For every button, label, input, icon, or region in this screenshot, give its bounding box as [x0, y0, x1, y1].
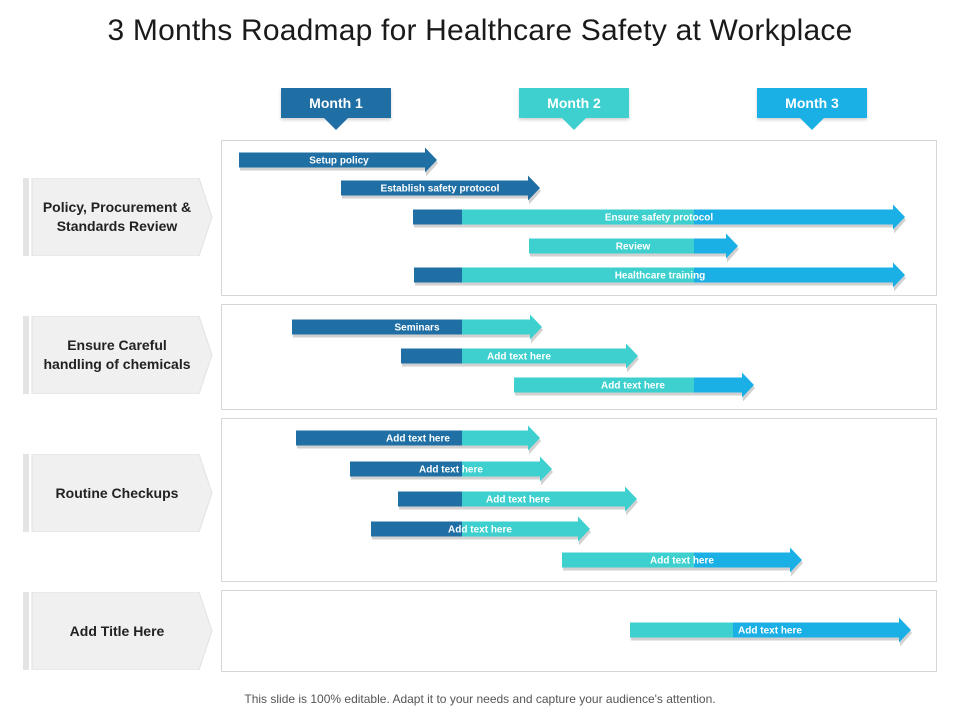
arrow-segment [562, 552, 694, 568]
task-label: Setup policy [309, 156, 369, 167]
chevron-label-shape [23, 454, 213, 532]
arrow-segment [514, 377, 694, 393]
month-1-header: Month 1 [281, 88, 391, 130]
arrow-segment [371, 521, 462, 537]
arrow-segment [462, 314, 542, 340]
task-arrow-1-2: Establish safety protocol [341, 175, 541, 205]
task-arrow-1-5: Healthcare training [414, 262, 906, 292]
arrow-segment [462, 209, 694, 225]
arrow-segment [462, 456, 552, 482]
task-arrow-3-1: Add text here [296, 425, 541, 455]
arrow-segment [462, 343, 638, 369]
task-label: Add text here [487, 352, 551, 363]
task-label: Add text here [448, 525, 512, 536]
month-3-header: Month 3 [757, 88, 867, 130]
task-label: Seminars [394, 323, 439, 334]
chevron-label-shape [23, 178, 213, 256]
task-label: Add text here [486, 495, 550, 506]
arrow-segment [413, 209, 462, 225]
task-label: Review [616, 242, 651, 253]
task-arrow-1-1: Setup policy [239, 147, 438, 177]
task-label: Add text here [738, 626, 802, 637]
section-label-3: Routine Checkups [23, 454, 213, 532]
section-label-text: Routine Checkups [55, 484, 179, 501]
task-arrow-4-1: Add text here [630, 617, 912, 647]
task-label: Add text here [650, 556, 714, 567]
section-label-1: Policy, Procurement & Standards Review [23, 178, 213, 256]
task-arrow-3-4: Add text here [371, 516, 591, 546]
section-label-4: Add Title Here [23, 592, 213, 670]
task-arrow-3-5: Add text here [562, 547, 803, 577]
arrow-segment [733, 617, 911, 643]
section-label-text: Ensure Careful handling of chemicals [43, 337, 191, 372]
section-label-2: Ensure Careful handling of chemicals [23, 316, 213, 394]
task-label: Add text here [419, 465, 483, 476]
arrow-segment [350, 461, 462, 477]
arrow-segment [398, 491, 462, 507]
section-label-text: Add Title Here [69, 622, 165, 639]
arrow-segment [694, 372, 754, 398]
arrow-segment [462, 516, 590, 542]
arrow-segment [401, 348, 462, 364]
arrow-segment [239, 147, 437, 173]
task-arrow-3-2: Add text here [350, 456, 553, 486]
arrow-segment [694, 233, 738, 259]
arrow-segment [694, 262, 905, 288]
arrow-segment [694, 204, 905, 230]
task-arrow-1-3: Ensure safety protocol [413, 204, 906, 234]
arrow-segment [462, 486, 637, 512]
task-arrow-2-3: Add text here [514, 372, 755, 402]
arrow-segment [296, 430, 462, 446]
page-title: 3 Months Roadmap for Healthcare Safety a… [107, 14, 853, 47]
arrow-segment [630, 622, 733, 638]
chevron-label-shape [23, 592, 213, 670]
arrow-segment [292, 319, 462, 335]
arrow-segment [414, 267, 462, 283]
arrow-segment [341, 175, 540, 201]
arrow-segment [529, 238, 694, 254]
chevron-label-shape [23, 316, 213, 394]
arrow-segment [462, 267, 694, 283]
section-label-text: Policy, Procurement & Standards Review [42, 199, 192, 234]
month-2-header: Month 2 [519, 88, 629, 130]
task-label: Healthcare training [615, 271, 706, 282]
task-label: Establish safety protocol [381, 184, 500, 195]
task-label: Add text here [601, 381, 665, 392]
arrow-segment [462, 425, 540, 451]
footer-note: This slide is 100% editable. Adapt it to… [244, 692, 716, 706]
arrow-segment [694, 547, 802, 573]
task-label: Ensure safety protocol [605, 213, 714, 224]
task-arrow-2-2: Add text here [401, 343, 639, 373]
task-label: Add text here [386, 434, 450, 445]
task-arrow-1-4: Review [529, 233, 739, 263]
task-arrow-2-1: Seminars [292, 314, 543, 344]
task-arrow-3-3: Add text here [398, 486, 638, 516]
